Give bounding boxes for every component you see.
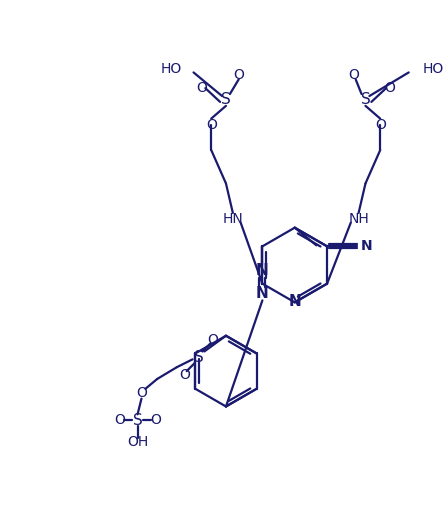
Text: O: O <box>196 81 207 95</box>
Text: O: O <box>233 68 244 82</box>
Text: N: N <box>256 263 269 278</box>
Text: N: N <box>256 286 269 301</box>
Text: S: S <box>194 350 203 365</box>
Text: O: O <box>348 68 359 82</box>
Text: HO: HO <box>422 61 444 75</box>
Text: N: N <box>360 240 372 253</box>
Text: O: O <box>206 118 217 131</box>
Text: O: O <box>207 333 218 347</box>
Text: N: N <box>289 294 301 309</box>
Text: O: O <box>179 368 190 382</box>
Text: HN: HN <box>223 212 243 226</box>
Text: O: O <box>375 118 386 131</box>
Text: O: O <box>136 386 147 400</box>
Text: O: O <box>150 413 161 427</box>
Text: NH: NH <box>348 212 369 226</box>
Text: S: S <box>221 92 231 108</box>
Text: O: O <box>384 81 396 95</box>
Text: S: S <box>132 413 142 428</box>
Text: O: O <box>115 413 125 427</box>
Text: S: S <box>361 92 370 108</box>
Text: HO: HO <box>161 61 182 75</box>
Text: OH: OH <box>127 435 148 449</box>
